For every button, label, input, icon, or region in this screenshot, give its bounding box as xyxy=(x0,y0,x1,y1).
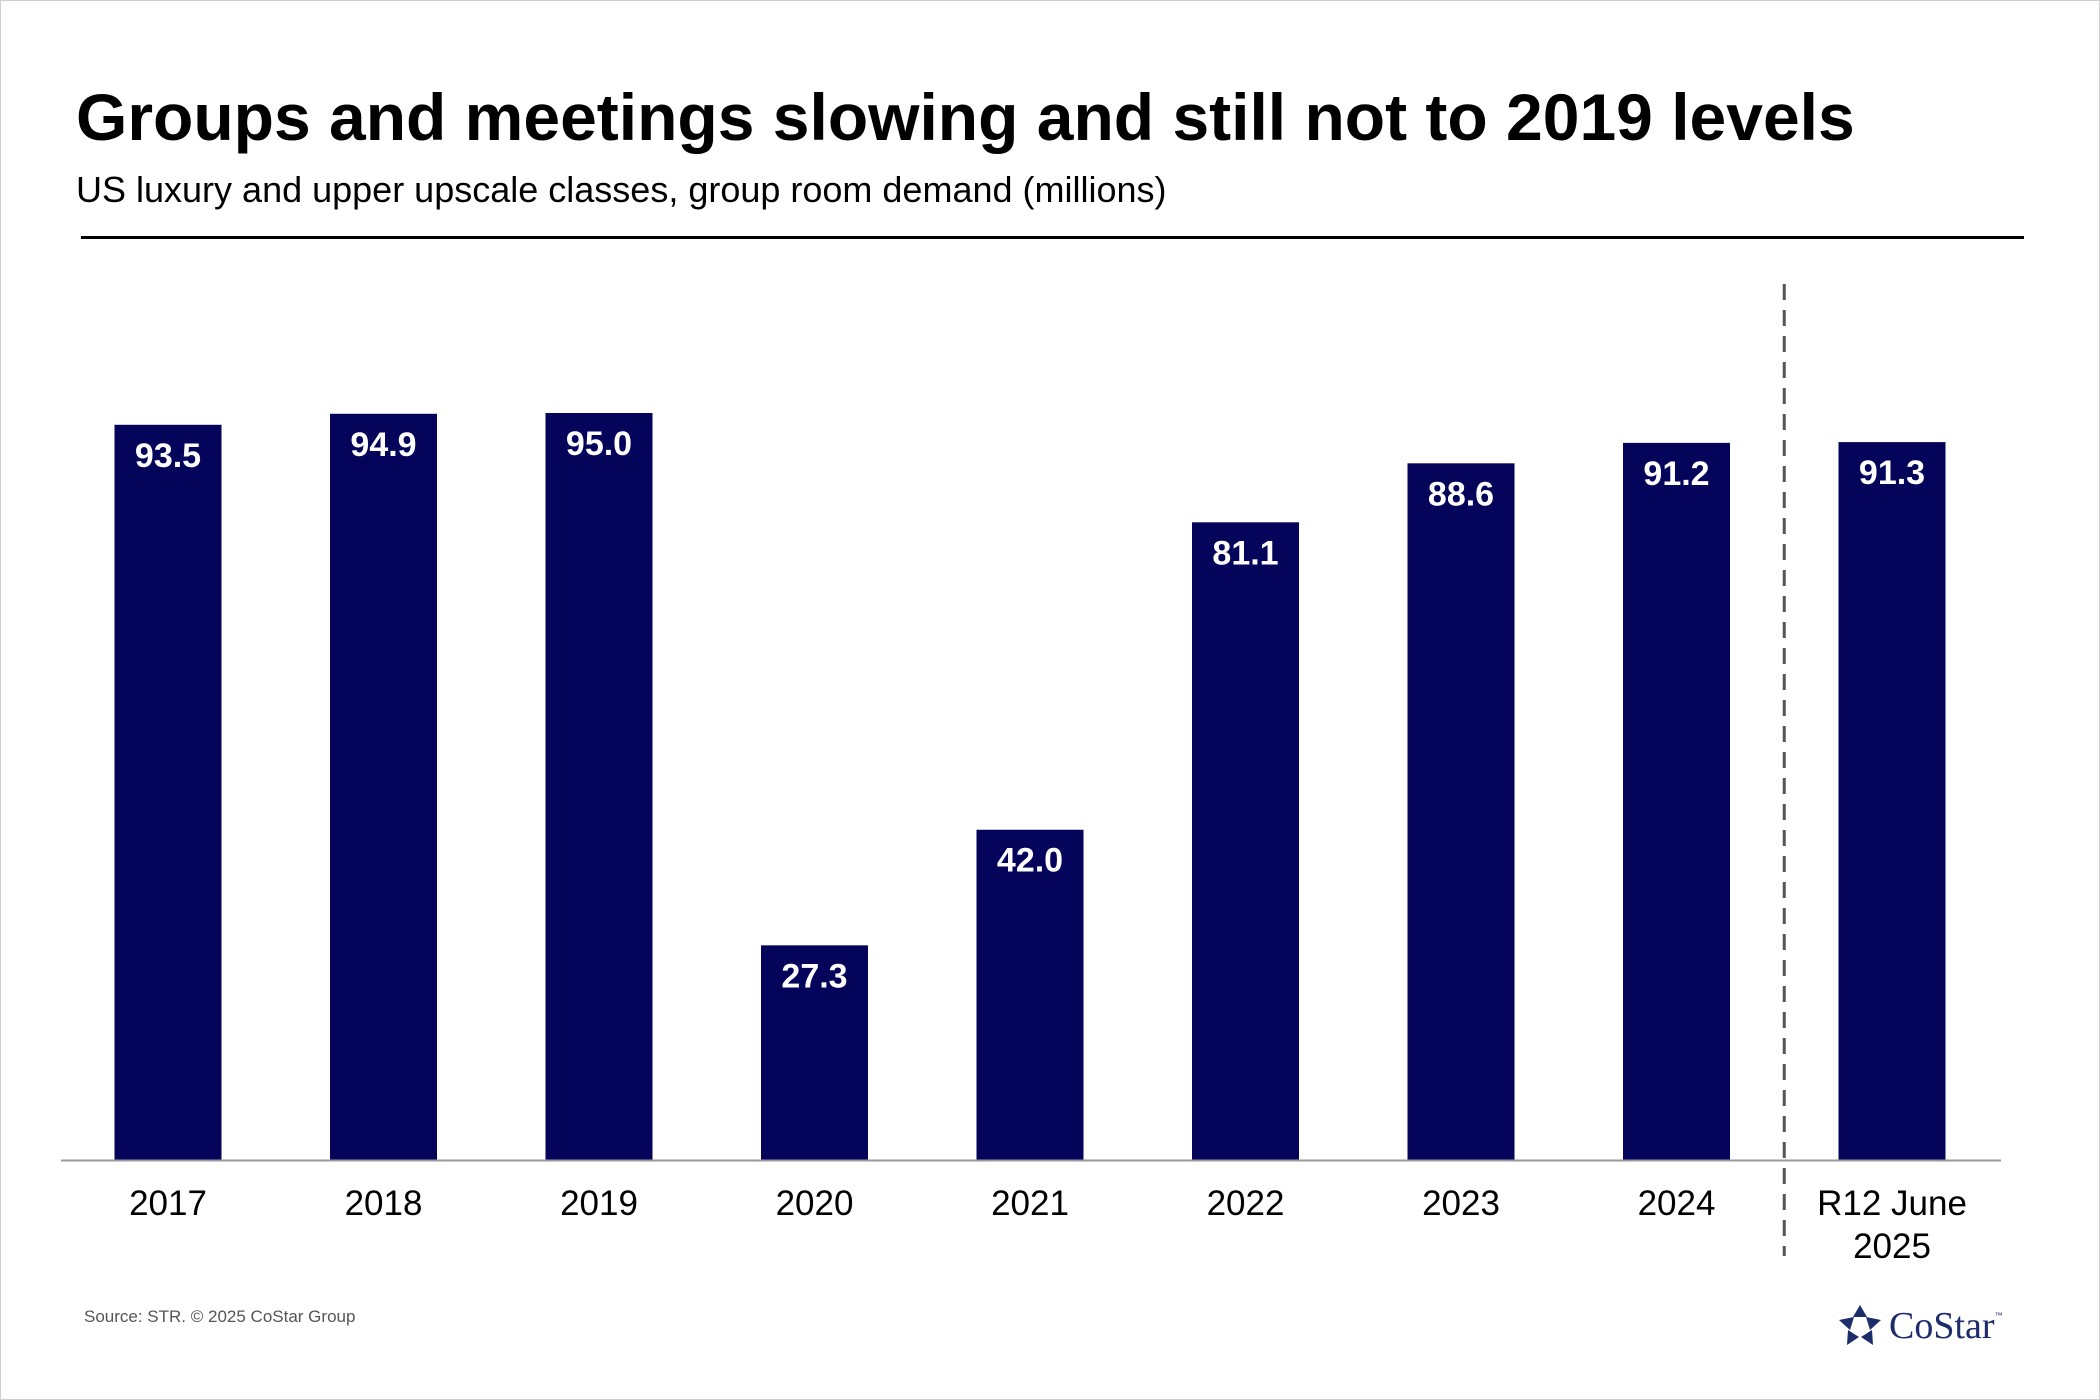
bar-2021 xyxy=(976,829,1084,1160)
x-tick-label: 2023 xyxy=(1422,1184,1500,1223)
x-tick-label: 2025 xyxy=(1853,1227,1931,1266)
costar-star-icon xyxy=(1839,1305,1881,1345)
data-label: 27.3 xyxy=(781,957,847,995)
x-tick-label: 2019 xyxy=(560,1184,638,1223)
title-divider-line xyxy=(81,236,2024,239)
data-label: 91.3 xyxy=(1859,454,1925,492)
chart-title: Groups and meetings slowing and still no… xyxy=(76,80,1855,154)
x-tick-label: 2018 xyxy=(345,1184,423,1223)
bar-2018 xyxy=(330,413,437,1160)
bar-2022 xyxy=(1192,522,1299,1160)
x-tick-label: 2020 xyxy=(776,1184,854,1223)
source-note: Source: STR. © 2025 CoStar Group xyxy=(84,1307,356,1326)
bar-2023 xyxy=(1407,463,1515,1160)
data-label: 95.0 xyxy=(566,425,632,463)
data-label: 93.5 xyxy=(135,437,201,475)
data-label: 42.0 xyxy=(997,842,1063,880)
x-tick-label: 2022 xyxy=(1207,1184,1285,1223)
logo-trademark: ™ xyxy=(1994,1311,2003,1320)
x-tick-label: 2017 xyxy=(129,1184,207,1223)
bar-2019 xyxy=(545,413,653,1160)
data-label: 81.1 xyxy=(1212,534,1278,572)
x-tick-label: 2024 xyxy=(1638,1184,1716,1223)
x-tick-label: 2021 xyxy=(991,1184,1069,1223)
bar-r12-june-2025 xyxy=(1838,442,1946,1160)
data-label: 91.2 xyxy=(1643,455,1709,493)
costar-logo: CoStar ™ xyxy=(1837,1301,2003,1351)
data-label: 94.9 xyxy=(350,426,416,464)
bar-2024 xyxy=(1623,442,1730,1160)
x-tick-label: R12 June xyxy=(1817,1184,1967,1223)
bar-2017 xyxy=(114,424,222,1160)
data-label: 88.6 xyxy=(1428,475,1494,513)
chart-subtitle: US luxury and upper upscale classes, gro… xyxy=(76,169,1167,210)
logo-wordmark: CoStar xyxy=(1889,1305,1995,1347)
bar-2020 xyxy=(761,945,868,1160)
